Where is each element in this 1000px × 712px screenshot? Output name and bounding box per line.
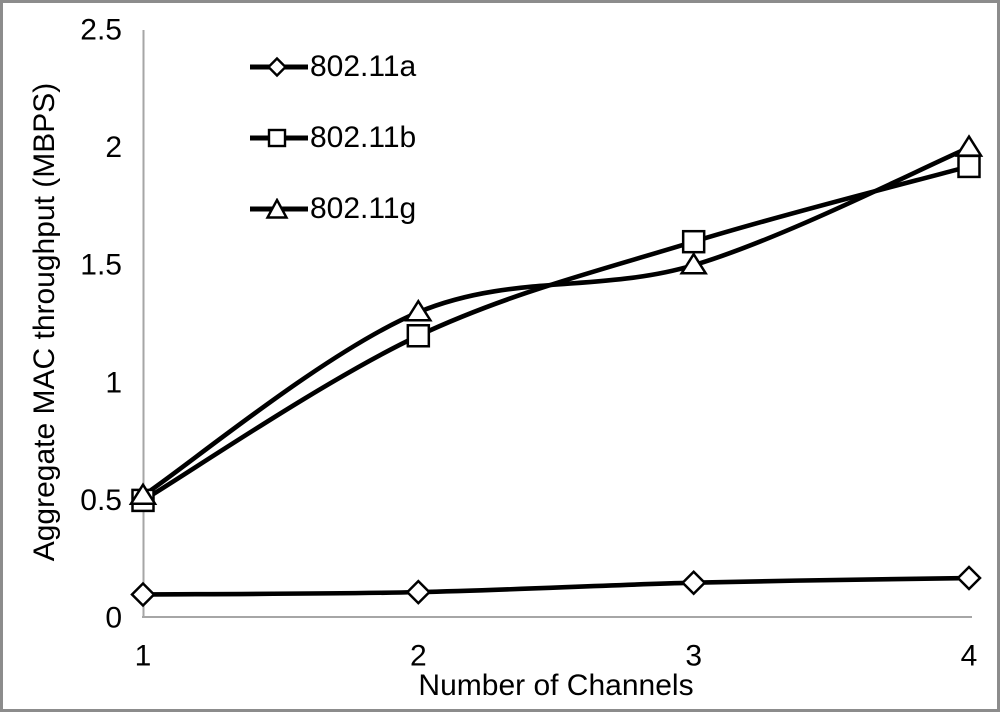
y-tick-label: 1.5 [80,249,122,282]
series-802.11g-line [140,145,972,498]
square-marker-icon [250,128,308,148]
data-point-802.11a-ch2 [405,579,432,605]
legend-label: 802.11g [310,192,417,225]
data-point-802.11b-ch3 [681,229,706,254]
series-802.11a-line [140,575,972,597]
x-tick-label: 1 [135,640,152,673]
diamond-marker-icon [250,56,308,78]
data-point-802.11g-ch1 [128,482,158,505]
legend-item-802-11a: 802.11a [250,52,416,82]
legend-item-802-11b: 802.11b [250,123,416,153]
y-axis-title: Aggregate MAC throughput (MBPS) [28,82,61,562]
x-tick-label: 2 [410,640,427,673]
data-point-802.11b-ch2 [406,324,431,348]
legend-label: 802.11b [310,121,417,154]
x-axis-title: Number of Channels [418,669,694,702]
legend-label: 802.11a [310,50,417,83]
data-point-802.11a-ch3 [680,569,707,596]
y-tick-label: 0 [105,602,122,635]
triangle-marker-icon [250,198,308,219]
data-point-802.11a-ch1 [130,581,156,608]
data-point-802.11a-ch4 [956,565,982,591]
data-point-802.11g-ch3 [679,251,708,275]
chart-legend: 802.11a 802.11b 802.11g [250,52,416,265]
data-point-802.11g-ch2 [404,298,433,322]
legend-item-802-11g: 802.11g [250,194,416,224]
data-point-802.11g-ch4 [954,134,984,157]
x-tick-label: 3 [685,640,702,673]
line-chart: 0 0.5 1 1.5 2 2.5 1 2 3 4 [80,14,984,673]
y-tick-label: 1 [105,366,122,399]
y-tick-label: 0.5 [80,484,122,517]
y-tick-label: 2.5 [80,14,122,47]
y-tick-label: 2 [105,131,122,164]
data-point-802.11b-ch4 [957,154,981,179]
x-tick-label: 4 [961,640,978,673]
